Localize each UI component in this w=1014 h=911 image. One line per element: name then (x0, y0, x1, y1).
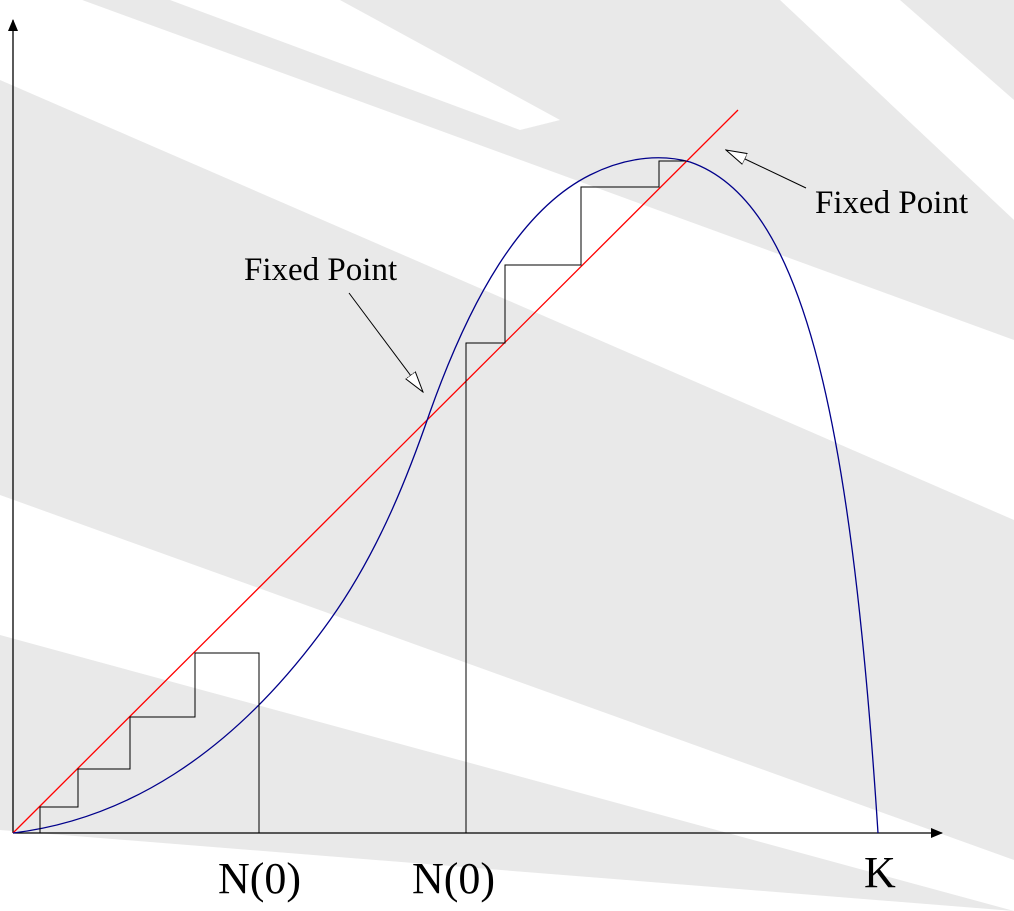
identity-line (12, 109, 739, 834)
fixed-point-label-left: Fixed Point (244, 252, 397, 288)
fixed-point-label-right: Fixed Point (815, 185, 968, 221)
k-label: K (864, 848, 896, 897)
arrow-fixed-point-left (348, 292, 423, 392)
n0-label-left: N(0) (218, 854, 301, 903)
n0-label-right: N(0) (412, 854, 495, 903)
cobweb-right (465, 160, 686, 833)
growth-curve (12, 157, 879, 834)
cobweb-left (39, 652, 260, 833)
arrow-fixed-point-right (726, 150, 807, 189)
